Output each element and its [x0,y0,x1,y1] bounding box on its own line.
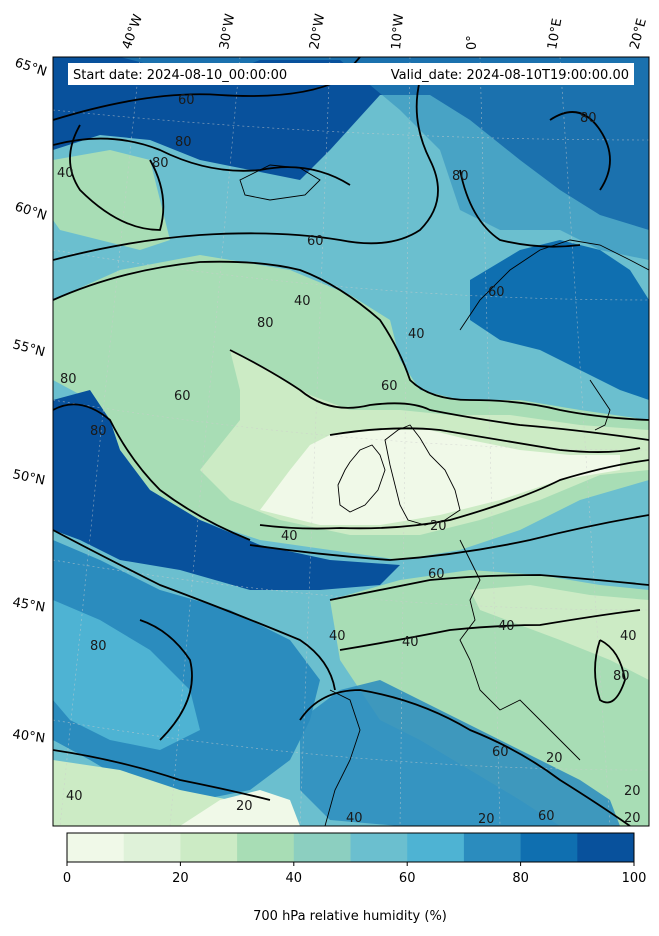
contour-label: 60 [488,285,505,300]
contour-label: 20 [624,811,641,826]
contour-label: 60 [178,93,195,108]
colorbar-segment [520,833,578,862]
contour-label: 60 [492,745,509,760]
colorbar-segment [237,833,295,862]
lat-label: 50°N [11,467,46,488]
colorbar-segment [293,833,351,862]
coastlines [239,164,649,826]
latitude-labels: 65°N 60°N 55°N 50°N 45°N 40°N [11,56,49,747]
humidity-fill-scandinavia [470,240,649,400]
lat-label: 55°N [11,337,47,360]
contour-label: 40 [408,327,425,342]
longitude-labels: 40°W 30°W 20°W 10°W 0° 10°E 20°E [120,12,650,51]
contour-label: 20 [430,519,447,534]
lon-label: 20°W [307,13,328,51]
colorbar-segment [67,833,125,862]
valid-date-text: Valid_date: 2024-08-10T19:00:00.00 [391,68,629,83]
coastline-europe [459,539,581,761]
humidity-contours [53,57,649,826]
contour-label: 60 [381,379,398,394]
lon-label: 30°W [217,13,238,51]
graticule [53,57,649,826]
lat-label: 45°N [11,595,46,615]
humidity-fill-se-dry [470,585,649,680]
colorbar-ticks: 0 20 40 60 80 100 [63,862,647,886]
contour-label: 60 [307,234,324,249]
lon-label: 40°W [120,12,146,51]
coastline-britain [384,424,461,526]
coastline-ireland [337,444,386,513]
humidity-fill-north-mid [53,57,649,260]
contour-label: 80 [90,424,107,439]
contour-label: 40 [294,294,311,309]
contour-label: 60 [174,389,191,404]
contour-label: 80 [452,169,469,184]
contour-label: 60 [538,809,555,824]
colorbar-segment [180,833,238,862]
colorbar-segment [407,833,465,862]
colorbar-segment [123,833,181,862]
contour-labels: 60 80 80 40 60 80 60 40 80 40 60 80 60 8… [57,93,641,827]
humidity-fill-driest-plume [260,430,620,525]
lon-label: 10°E [545,17,565,50]
colorbar-label: 700 hPa relative humidity (%) [253,909,447,924]
contour-label: 80 [257,316,274,331]
contour-label: 80 [175,135,192,150]
colorbar-segments [67,833,635,862]
humidity-fill-south-driest [180,790,300,826]
contour-label: 80 [580,111,597,126]
lat-label: 40°N [11,727,46,746]
colorbar: 0 20 40 60 80 100 700 hPa relative humidity (… [63,832,647,924]
humidity-fill-west-ocean [53,600,200,750]
colorbar-segment [463,833,522,862]
colorbar-tick-label: 100 [622,871,647,886]
contour-label: 40 [281,529,298,544]
coastline-iberia [324,689,361,826]
contour-label: 80 [613,669,630,684]
contour-label: 40 [57,166,74,181]
contour-label: 40 [66,789,83,804]
lat-label: 60°N [13,200,49,224]
coastline-norway [459,239,649,331]
colorbar-segment [350,833,408,862]
contour-label: 20 [236,799,253,814]
colorbar-segment [577,833,635,862]
map-panel [53,57,649,826]
contour-label: 20 [624,784,641,799]
colorbar-tick-label: 20 [172,871,189,886]
contour-label: 40 [620,629,637,644]
colorbar-tick-label: 80 [512,871,529,886]
contour-label: 40 [346,811,363,826]
lon-label: 10°W [389,13,407,50]
lon-label: 20°E [627,17,650,51]
map-frame [52,56,650,827]
humidity-fill-med-moist [300,680,620,826]
contour-label: 40 [402,635,419,650]
colorbar-tick-label: 0 [63,871,71,886]
contour-label: 40 [329,629,346,644]
contour-label: 80 [90,639,107,654]
colorbar-tick-label: 60 [399,871,416,886]
contour-label: 80 [152,156,169,171]
contour-label: 20 [546,751,563,766]
humidity-fill-west-deep [53,390,400,590]
lon-label: 0° [465,35,480,50]
contour-label: 60 [428,567,445,582]
coastline-denmark [589,379,611,431]
humidity-fill-nw-green [53,150,170,250]
contour-label: 80 [60,372,77,387]
colorbar-frame [66,832,635,863]
contour-label: 40 [498,619,515,634]
coastline-iceland [239,164,321,201]
info-box: Start date: 2024-08-10_00:00:00 Valid_da… [68,63,634,85]
colorbar-tick-label: 40 [286,871,303,886]
start-date-text: Start date: 2024-08-10_00:00:00 [73,68,287,83]
contour-label: 20 [478,812,495,827]
lat-label: 65°N [13,56,49,80]
